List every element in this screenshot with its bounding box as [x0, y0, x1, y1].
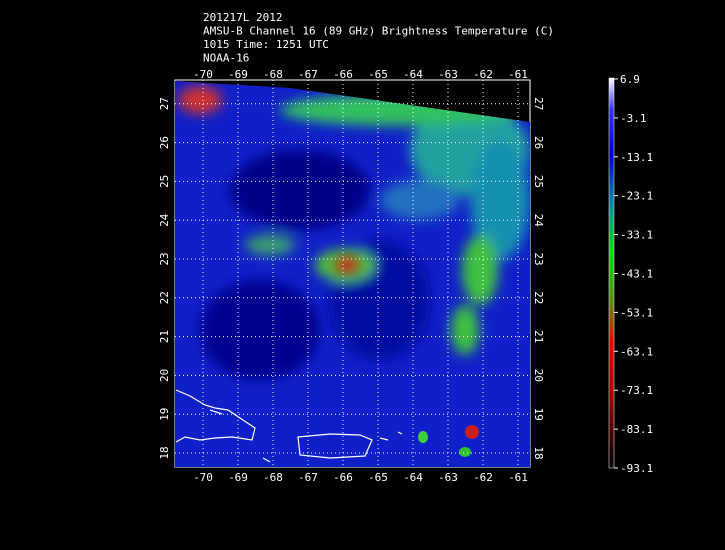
colorbar-label: -33.1	[620, 229, 653, 242]
lat-label-left: 27	[158, 97, 171, 110]
header-line: NOAA-16	[203, 52, 249, 65]
graticule	[175, 80, 530, 467]
colorbar-label: -53.1	[620, 306, 653, 319]
lon-label-top: -65	[368, 68, 388, 81]
lon-label-bottom: -66	[333, 471, 353, 484]
lat-label-right: 21	[532, 330, 545, 343]
header-line: 1015 Time: 1251 UTC	[203, 38, 329, 51]
lat-label-right: 26	[532, 136, 545, 149]
lat-label-right: 24	[532, 214, 545, 228]
colorbar-label: 6.9	[620, 73, 640, 86]
lon-label-bottom: -61	[508, 471, 528, 484]
lon-label-bottom: -70	[193, 471, 213, 484]
lon-label-bottom: -65	[368, 471, 388, 484]
axis-labels: -70 -70 -69 -69 -68 -68 -67 -67 -66 -66 -65 -65 -64 -…	[158, 68, 545, 484]
colorbar-label: -73.1	[620, 384, 653, 397]
lat-label-right: 18	[532, 446, 545, 459]
colorbar-label: -93.1	[620, 462, 653, 475]
colorbar-label: -63.1	[620, 345, 653, 358]
lat-label-right: 19	[532, 408, 545, 421]
lon-label-top: -62	[473, 68, 493, 81]
lon-label-bottom: -64	[403, 471, 423, 484]
lon-label-top: -64	[403, 68, 423, 81]
colorbar	[608, 77, 615, 469]
lon-label-top: -68	[263, 68, 283, 81]
lon-label-top: -70	[193, 68, 213, 81]
lat-label-right: 22	[532, 291, 545, 304]
header-line: AMSU-B Channel 16 (89 GHz) Brightness Te…	[203, 25, 554, 38]
lon-label-top: -63	[438, 68, 458, 81]
colorbar-label: -23.1	[620, 190, 653, 203]
lat-label-left: 19	[158, 408, 171, 421]
lat-label-left: 22	[158, 291, 171, 304]
lat-label-left: 18	[158, 446, 171, 459]
lat-label-left: 23	[158, 252, 171, 265]
lon-label-top: -66	[333, 68, 353, 81]
lat-label-left: 21	[158, 330, 171, 343]
header-line: 201217L 2012	[203, 11, 282, 24]
lon-label-top: -67	[298, 68, 318, 81]
colorbar-labels: 6.9 -3.1 -13.1 -23.1 -33.1 -43.1 -53.1 -63.1 -73…	[614, 73, 653, 475]
colorbar-label: -43.1	[620, 268, 653, 281]
lon-label-bottom: -62	[473, 471, 493, 484]
lat-label-right: 25	[532, 175, 545, 188]
lon-label-top: -61	[508, 68, 528, 81]
lat-label-right: 23	[532, 252, 545, 265]
colorbar-label: -83.1	[620, 423, 653, 436]
lon-label-bottom: -69	[228, 471, 248, 484]
lat-label-left: 25	[158, 175, 171, 188]
lon-label-bottom: -63	[438, 471, 458, 484]
lat-label-left: 26	[158, 136, 171, 149]
lon-label-bottom: -67	[298, 471, 318, 484]
brightness-field	[175, 81, 530, 467]
lon-label-bottom: -68	[263, 471, 283, 484]
lat-label-right: 20	[532, 369, 545, 382]
colorbar-label: -13.1	[620, 151, 653, 164]
lat-label-right: 27	[532, 97, 545, 110]
colorbar-label: -3.1	[620, 112, 647, 125]
coastlines	[175, 389, 403, 463]
lat-label-left: 24	[158, 213, 171, 227]
lon-label-top: -69	[228, 68, 248, 81]
lat-label-left: 20	[158, 369, 171, 382]
